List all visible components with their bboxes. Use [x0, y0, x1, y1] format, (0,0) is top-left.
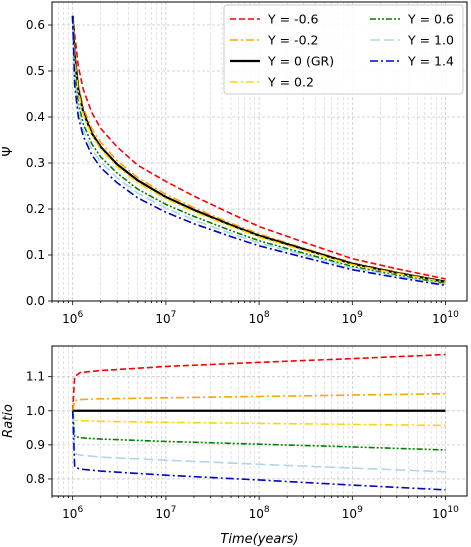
x-tick-label: 1010: [432, 310, 459, 326]
axes-frame: [51, 345, 468, 497]
x-tick-label: 106: [62, 505, 83, 521]
y-tick-label: 0.6: [26, 18, 45, 32]
x-tick-base: 10: [342, 507, 357, 521]
y-tick-label: 1.0: [26, 404, 45, 418]
y-tick-label: 0.3: [26, 156, 45, 170]
x-tick-label: 107: [155, 310, 176, 326]
series-line-y-0-6: [71, 15, 446, 285]
bottom-panel-ratio: 106 107 108 109 10100.80.91.01.1RatioTime(ye…: [1, 345, 468, 547]
x-tick-label: 1010: [432, 505, 459, 521]
y-axis-label: Ψ: [1, 146, 16, 156]
series-line-y-0-2: [71, 410, 446, 427]
x-tick-label: 108: [249, 505, 270, 521]
x-tick-base: 10: [432, 507, 447, 521]
x-tick-label: 106: [62, 310, 83, 326]
legend-label-y-0-gr: Y = 0 (GR): [267, 54, 334, 69]
y-tick-label: 0.9: [26, 438, 45, 452]
x-tick-base: 10: [432, 312, 447, 326]
legend-label-y-0-6: Y = -0.6: [267, 12, 318, 27]
x-tick-base: 10: [155, 507, 170, 521]
series-line-y-0-6: [71, 15, 446, 280]
legend-box: [223, 4, 464, 95]
x-tick-exponent: 7: [171, 505, 177, 515]
y-tick-label: 0.5: [26, 64, 45, 78]
y-tick-label: 0.0: [26, 294, 45, 308]
x-tick-base: 10: [249, 312, 264, 326]
x-tick-exponent: 8: [264, 505, 270, 515]
series-line-y-1-4: [71, 410, 446, 491]
series-lines: [71, 15, 446, 287]
series-line-y-0-6: [71, 353, 446, 411]
x-tick-label: 107: [155, 505, 176, 521]
y-tick-label: 0.2: [26, 202, 45, 216]
series-line-y-0-2: [71, 15, 446, 283]
x-axis-label: Time(years): [220, 532, 298, 547]
legend-label-y-0-6: Y = 0.6: [407, 12, 454, 27]
series-line-y-1-4: [71, 15, 446, 287]
x-tick-exponent: 9: [357, 310, 363, 320]
y-tick-label: 0.8: [26, 472, 45, 486]
legend-label-y-0-2: Y = 0.2: [267, 75, 314, 90]
legend-label-y-1-0: Y = 1.0: [407, 33, 454, 48]
x-tick-exponent: 10: [447, 505, 459, 515]
x-tick-label: 108: [249, 310, 270, 326]
x-tick-base: 10: [155, 312, 170, 326]
series-line-y-1-0: [71, 410, 446, 473]
series-lines: [71, 353, 446, 491]
y-tick-label: 0.1: [26, 248, 45, 262]
axes-frame: [51, 1, 468, 302]
y-axis-label: Ratio: [1, 404, 16, 438]
x-tick-exponent: 8: [264, 310, 270, 320]
x-tick-base: 10: [62, 507, 77, 521]
x-tick-base: 10: [342, 312, 357, 326]
y-tick-label: 0.4: [26, 110, 45, 124]
series-line-y-0-6: [71, 410, 446, 451]
legend-label-y-0-2: Y = -0.2: [267, 33, 318, 48]
legend: Y = -0.6 Y = -0.2 Y = 0 (GR) Y = 0.2 Y = 0.6…: [223, 4, 464, 95]
x-tick-exponent: 7: [171, 310, 177, 320]
top-panel-psi: 106 107 108 109 10100.00.10.20.30.40.50.6ΨY …: [1, 1, 468, 326]
legend-label-y-1-4: Y = 1.4: [407, 54, 454, 69]
x-tick-label: 109: [342, 310, 363, 326]
x-tick-base: 10: [62, 312, 77, 326]
x-tick-exponent: 9: [357, 505, 363, 515]
x-tick-exponent: 6: [77, 505, 83, 515]
x-tick-base: 10: [249, 507, 264, 521]
x-tick-exponent: 10: [447, 310, 459, 320]
x-tick-label: 109: [342, 505, 363, 521]
y-tick-label: 1.1: [26, 370, 45, 384]
series-line-y-1-0: [71, 15, 446, 286]
x-tick-exponent: 6: [77, 310, 83, 320]
series-line-y-0-2: [71, 392, 446, 411]
